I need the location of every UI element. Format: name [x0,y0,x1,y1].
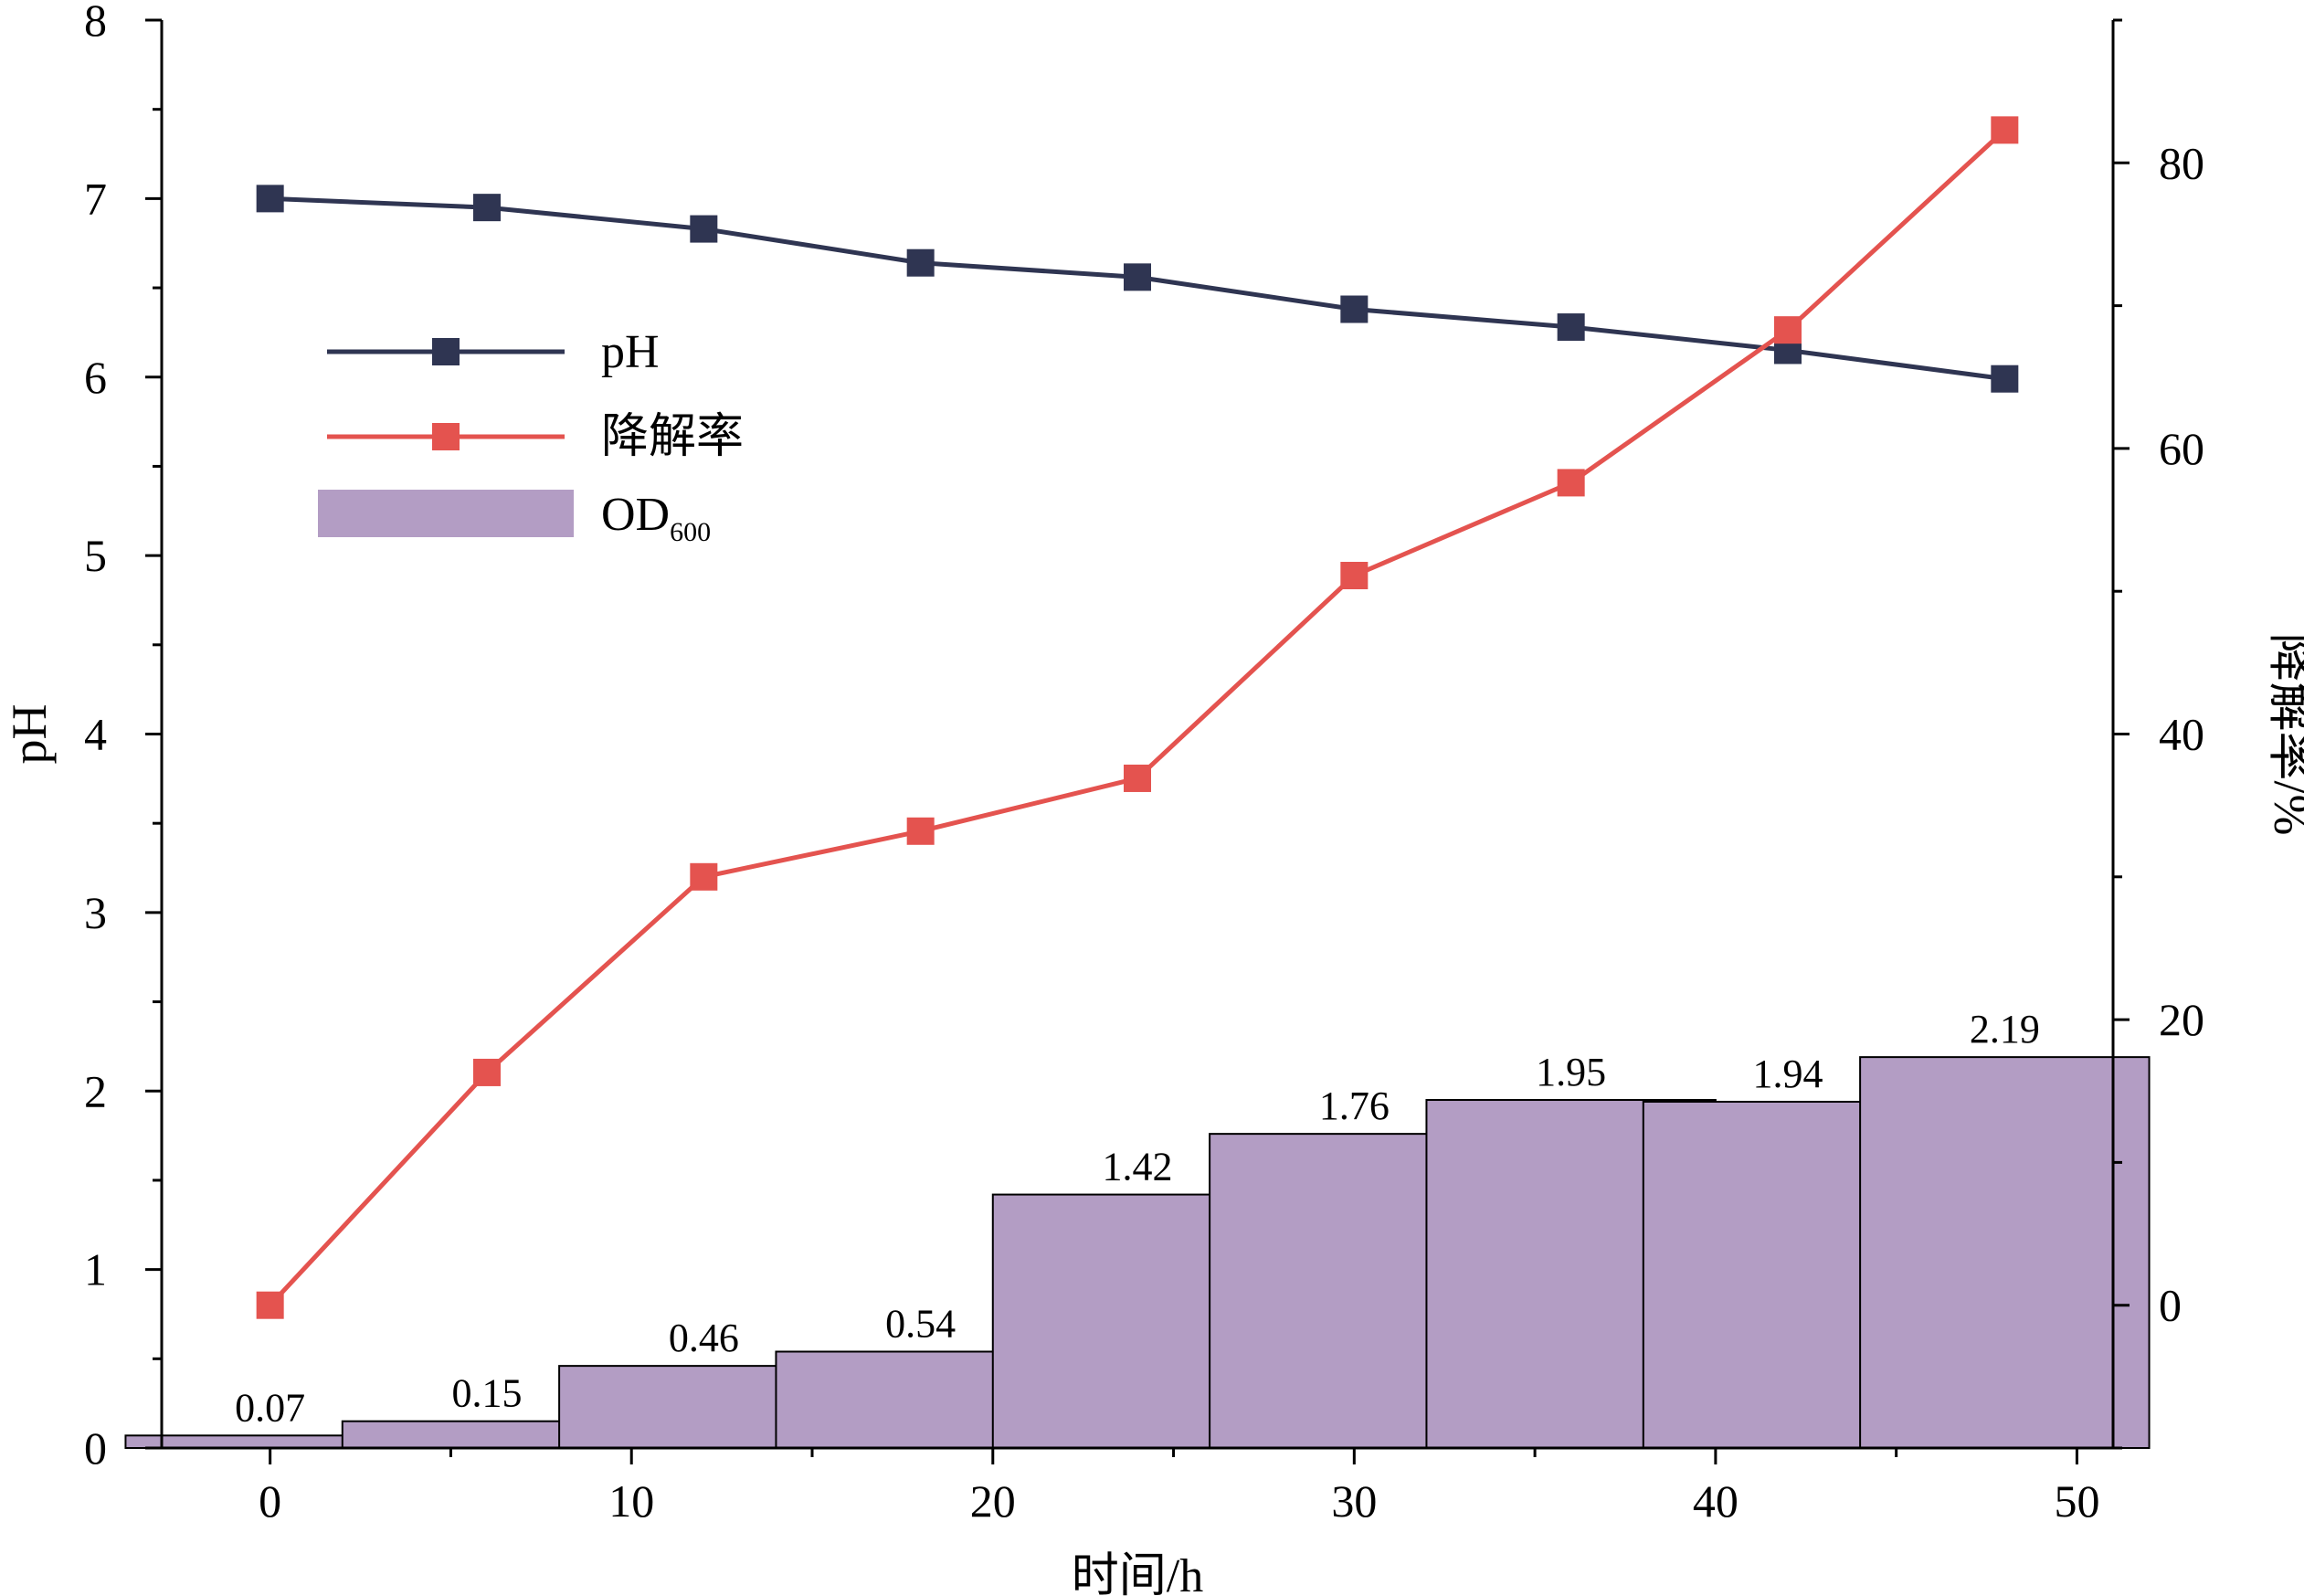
right-axis-title: 降解率/% [2264,633,2304,836]
left-tick-label: 1 [84,1244,107,1295]
legend-bar-swatch [318,490,574,537]
x-tick-label: 0 [259,1475,281,1527]
left-tick-label: 0 [84,1422,107,1474]
degradation-point [1557,469,1585,497]
degradation-point [473,1058,501,1086]
ph-point [256,185,284,213]
left-tick-label: 8 [84,0,107,46]
x-tick-label: 50 [2054,1475,2099,1527]
od-bar-label: 1.95 [1536,1050,1606,1094]
x-tick-label: 40 [1693,1475,1739,1527]
od-bar-label: 1.42 [1103,1145,1173,1189]
od-bar [1859,1056,2151,1450]
degradation-point [906,817,935,845]
left-tick-label: 6 [84,352,107,403]
ph-point [1557,313,1585,342]
od-bar-label: 0.15 [452,1371,523,1416]
od-bar-label: 0.07 [235,1385,305,1430]
ph-point [1124,263,1151,291]
degradation-point [256,1291,284,1319]
legend-marker [432,423,460,450]
legend: pH 降解率 OD600 [318,326,744,547]
x-tick-label: 30 [1331,1475,1377,1527]
legend-label: pH [601,326,660,378]
bar-layer: 0.07 0.15 0.46 0.54 1.42 1.76 1.95 1.94 2.19 [124,1007,2151,1450]
left-tick-label: 2 [84,1065,107,1116]
od-bar-label: 0.46 [669,1316,739,1360]
ph-point [1991,365,2019,393]
degradation-point [1124,764,1151,792]
left-tick-label: 4 [84,709,107,760]
degradation-point [690,862,718,891]
x-tick-label: 10 [608,1475,654,1527]
left-tick-label: 5 [84,530,107,581]
od-bar-label: 2.19 [1970,1007,2040,1052]
legend-label: OD600 [601,489,711,547]
right-tick-label: 80 [2159,137,2204,188]
ph-point [906,248,935,277]
od-bar-label: 0.54 [885,1301,956,1346]
ph-point [473,194,501,222]
degradation-point [1340,562,1369,590]
left-tick-label: 3 [84,887,107,938]
x-axis-title: 时间/h [1072,1550,1203,1596]
degradation-point [1991,116,2019,144]
left-tick-label: 7 [84,173,107,224]
right-tick-label: 0 [2159,1280,2182,1331]
ph-point [1340,295,1369,323]
line-layer [256,116,2019,1319]
od-bar-label: 1.94 [1753,1052,1823,1096]
left-axis-title: pH [2,704,57,765]
x-tick-label: 20 [970,1475,1016,1527]
od-bar-label: 1.76 [1319,1083,1390,1128]
ph-point [690,215,718,243]
right-tick-label: 60 [2159,423,2204,474]
legend-label: 降解率 [601,411,744,463]
right-tick-label: 20 [2159,994,2204,1045]
legend-marker [432,338,460,365]
right-tick-label: 40 [2159,709,2204,760]
degradation-point [1774,316,1802,344]
